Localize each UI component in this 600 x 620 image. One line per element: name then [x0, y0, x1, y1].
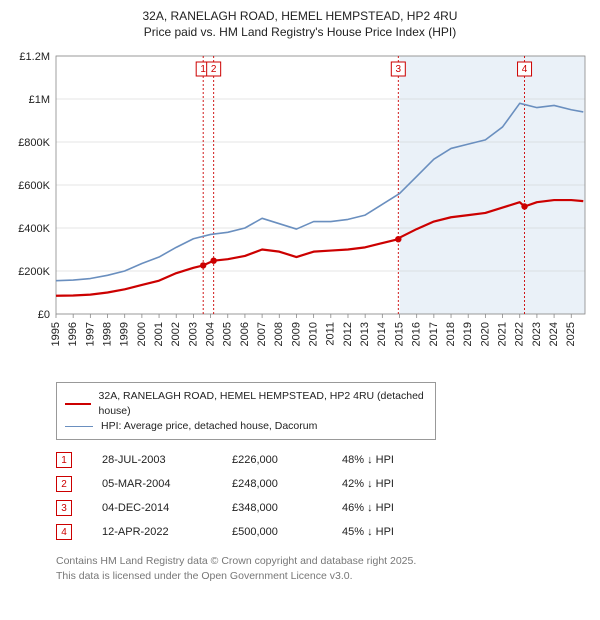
- transaction-row: 4 12-APR-2022 £500,000 45% ↓ HPI: [56, 520, 590, 544]
- svg-text:1997: 1997: [84, 322, 96, 346]
- attribution-line2: This data is licensed under the Open Gov…: [56, 569, 590, 583]
- transaction-delta: 45% ↓ HPI: [342, 526, 442, 538]
- legend-label: 32A, RANELAGH ROAD, HEMEL HEMPSTEAD, HP2…: [99, 389, 427, 418]
- transaction-row: 2 05-MAR-2004 £248,000 42% ↓ HPI: [56, 472, 590, 496]
- transaction-date: 12-APR-2022: [102, 526, 202, 538]
- svg-text:2004: 2004: [204, 322, 216, 346]
- transaction-price: £248,000: [232, 478, 312, 490]
- svg-text:2021: 2021: [496, 322, 508, 346]
- svg-text:2006: 2006: [239, 322, 251, 346]
- svg-text:£1M: £1M: [29, 94, 50, 106]
- svg-text:2025: 2025: [565, 322, 577, 346]
- svg-text:1996: 1996: [67, 322, 79, 346]
- legend-row: 32A, RANELAGH ROAD, HEMEL HEMPSTEAD, HP2…: [65, 389, 427, 418]
- svg-text:1995: 1995: [50, 322, 62, 346]
- transaction-date: 05-MAR-2004: [102, 478, 202, 490]
- transaction-delta: 42% ↓ HPI: [342, 478, 442, 490]
- svg-text:2005: 2005: [222, 322, 234, 346]
- transaction-delta: 46% ↓ HPI: [342, 502, 442, 514]
- svg-text:2000: 2000: [136, 322, 148, 346]
- svg-text:£1.2M: £1.2M: [19, 51, 50, 63]
- transaction-delta: 48% ↓ HPI: [342, 454, 442, 466]
- transaction-marker-badge: 1: [56, 452, 72, 468]
- transaction-row: 1 28-JUL-2003 £226,000 48% ↓ HPI: [56, 448, 590, 472]
- transaction-date: 04-DEC-2014: [102, 502, 202, 514]
- svg-text:2012: 2012: [342, 322, 354, 346]
- chart-svg: £0 £200K £400K £600K £800K £1M £1.2M 1995 1996 19…: [10, 46, 590, 376]
- svg-text:£400K: £400K: [18, 223, 50, 235]
- legend-row: HPI: Average price, detached house, Daco…: [65, 419, 427, 434]
- attribution-line1: Contains HM Land Registry data © Crown c…: [56, 554, 590, 568]
- price-chart: £0 £200K £400K £600K £800K £1M £1.2M 1995 1996 19…: [10, 46, 590, 376]
- svg-text:2024: 2024: [548, 322, 560, 346]
- transaction-marker-badge: 4: [56, 524, 72, 540]
- svg-text:4: 4: [522, 64, 528, 75]
- svg-text:2010: 2010: [308, 322, 320, 346]
- svg-text:2009: 2009: [290, 322, 302, 346]
- svg-text:£800K: £800K: [18, 137, 50, 149]
- transaction-price: £348,000: [232, 502, 312, 514]
- svg-text:1: 1: [200, 64, 206, 75]
- transaction-marker-badge: 2: [56, 476, 72, 492]
- svg-text:2020: 2020: [479, 322, 491, 346]
- legend-swatch: [65, 403, 91, 405]
- svg-text:1998: 1998: [101, 322, 113, 346]
- svg-text:2022: 2022: [514, 322, 526, 346]
- title-line2: Price paid vs. HM Land Registry's House …: [10, 24, 590, 40]
- transactions-table: 1 28-JUL-2003 £226,000 48% ↓ HPI 2 05-MAR-200…: [56, 448, 590, 544]
- transaction-row: 3 04-DEC-2014 £348,000 46% ↓ HPI: [56, 496, 590, 520]
- svg-text:2023: 2023: [531, 322, 543, 346]
- svg-text:2015: 2015: [393, 322, 405, 346]
- svg-text:£600K: £600K: [18, 180, 50, 192]
- transaction-date: 28-JUL-2003: [102, 454, 202, 466]
- legend-label: HPI: Average price, detached house, Daco…: [101, 419, 317, 434]
- svg-text:£0: £0: [38, 309, 50, 321]
- legend: 32A, RANELAGH ROAD, HEMEL HEMPSTEAD, HP2…: [56, 382, 436, 440]
- svg-text:2019: 2019: [462, 322, 474, 346]
- svg-text:2018: 2018: [445, 322, 457, 346]
- svg-text:2016: 2016: [411, 322, 423, 346]
- svg-text:2001: 2001: [153, 322, 165, 346]
- transaction-marker-badge: 3: [56, 500, 72, 516]
- svg-text:2008: 2008: [273, 322, 285, 346]
- svg-text:2013: 2013: [359, 322, 371, 346]
- legend-swatch: [65, 426, 93, 427]
- transaction-price: £500,000: [232, 526, 312, 538]
- svg-text:1999: 1999: [119, 322, 131, 346]
- transaction-price: £226,000: [232, 454, 312, 466]
- svg-text:2017: 2017: [428, 322, 440, 346]
- svg-text:3: 3: [396, 64, 402, 75]
- svg-text:2007: 2007: [256, 322, 268, 346]
- title-line1: 32A, RANELAGH ROAD, HEMEL HEMPSTEAD, HP2…: [10, 8, 590, 24]
- svg-text:£200K: £200K: [18, 266, 50, 278]
- attribution: Contains HM Land Registry data © Crown c…: [56, 554, 590, 582]
- svg-text:2014: 2014: [376, 322, 388, 346]
- svg-text:2002: 2002: [170, 322, 182, 346]
- svg-text:2003: 2003: [187, 322, 199, 346]
- svg-text:2011: 2011: [325, 322, 337, 346]
- svg-text:2: 2: [211, 64, 217, 75]
- chart-title: 32A, RANELAGH ROAD, HEMEL HEMPSTEAD, HP2…: [10, 8, 590, 40]
